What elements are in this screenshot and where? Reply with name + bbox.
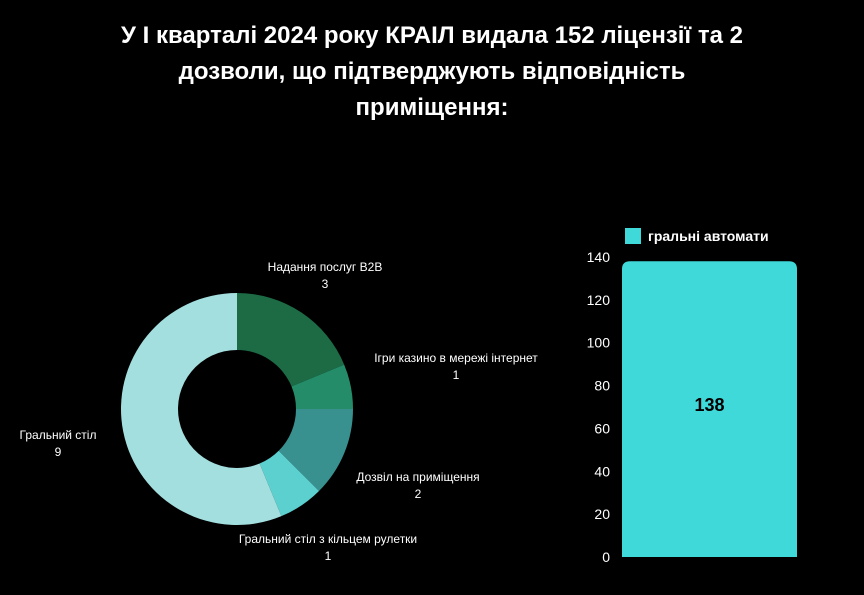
donut-slice xyxy=(121,293,282,525)
donut-slice xyxy=(291,364,353,409)
donut-slice-label: Дозвіл на приміщення xyxy=(356,470,479,484)
y-tick-label: 80 xyxy=(594,378,610,394)
y-tick-label: 120 xyxy=(587,292,611,308)
donut-slice-value: 9 xyxy=(55,445,62,459)
bar-chart: 0 20 40 60 80 100 120 140 138 гральні автомати xyxy=(587,228,797,565)
donut-slice xyxy=(278,409,353,492)
donut-slice-value: 1 xyxy=(453,368,460,382)
donut-slice xyxy=(259,450,320,517)
legend-label: гральні автомати xyxy=(648,228,769,244)
title-line-3: приміщення: xyxy=(355,94,509,121)
donut-slice-label: Гральний стіл з кільцем рулетки xyxy=(239,532,417,546)
donut-slice-value: 2 xyxy=(415,487,422,501)
chart-title: У І кварталі 2024 року КРАІЛ видала 152 … xyxy=(40,18,824,126)
title-line-1: У І кварталі 2024 року КРАІЛ видала 152 … xyxy=(121,22,743,49)
donut-slice xyxy=(237,293,345,387)
bar-gralni-avtomaty xyxy=(622,261,797,557)
donut-labels: Надання послуг B2B 3 Ігри казино в мережі … xyxy=(20,260,539,563)
legend-swatch xyxy=(625,228,641,244)
donut-chart xyxy=(121,293,353,525)
y-tick-label: 0 xyxy=(602,549,610,565)
donut-slice-label: Гральний стіл xyxy=(20,428,97,442)
y-tick-label: 140 xyxy=(587,249,611,265)
donut-slice-value: 3 xyxy=(322,277,329,291)
title-line-2: дозволи, що підтверджують відповідність xyxy=(178,58,686,85)
donut-slice-label: Надання послуг B2B xyxy=(268,260,383,274)
y-tick-label: 20 xyxy=(594,506,610,522)
donut-slice-label: Ігри казино в мережі інтернет xyxy=(374,351,538,365)
y-tick-label: 100 xyxy=(587,335,611,351)
bar-value-label: 138 xyxy=(694,395,724,415)
y-tick-label: 60 xyxy=(594,420,610,436)
y-tick-label: 40 xyxy=(594,463,610,479)
donut-slice-value: 1 xyxy=(325,549,332,563)
